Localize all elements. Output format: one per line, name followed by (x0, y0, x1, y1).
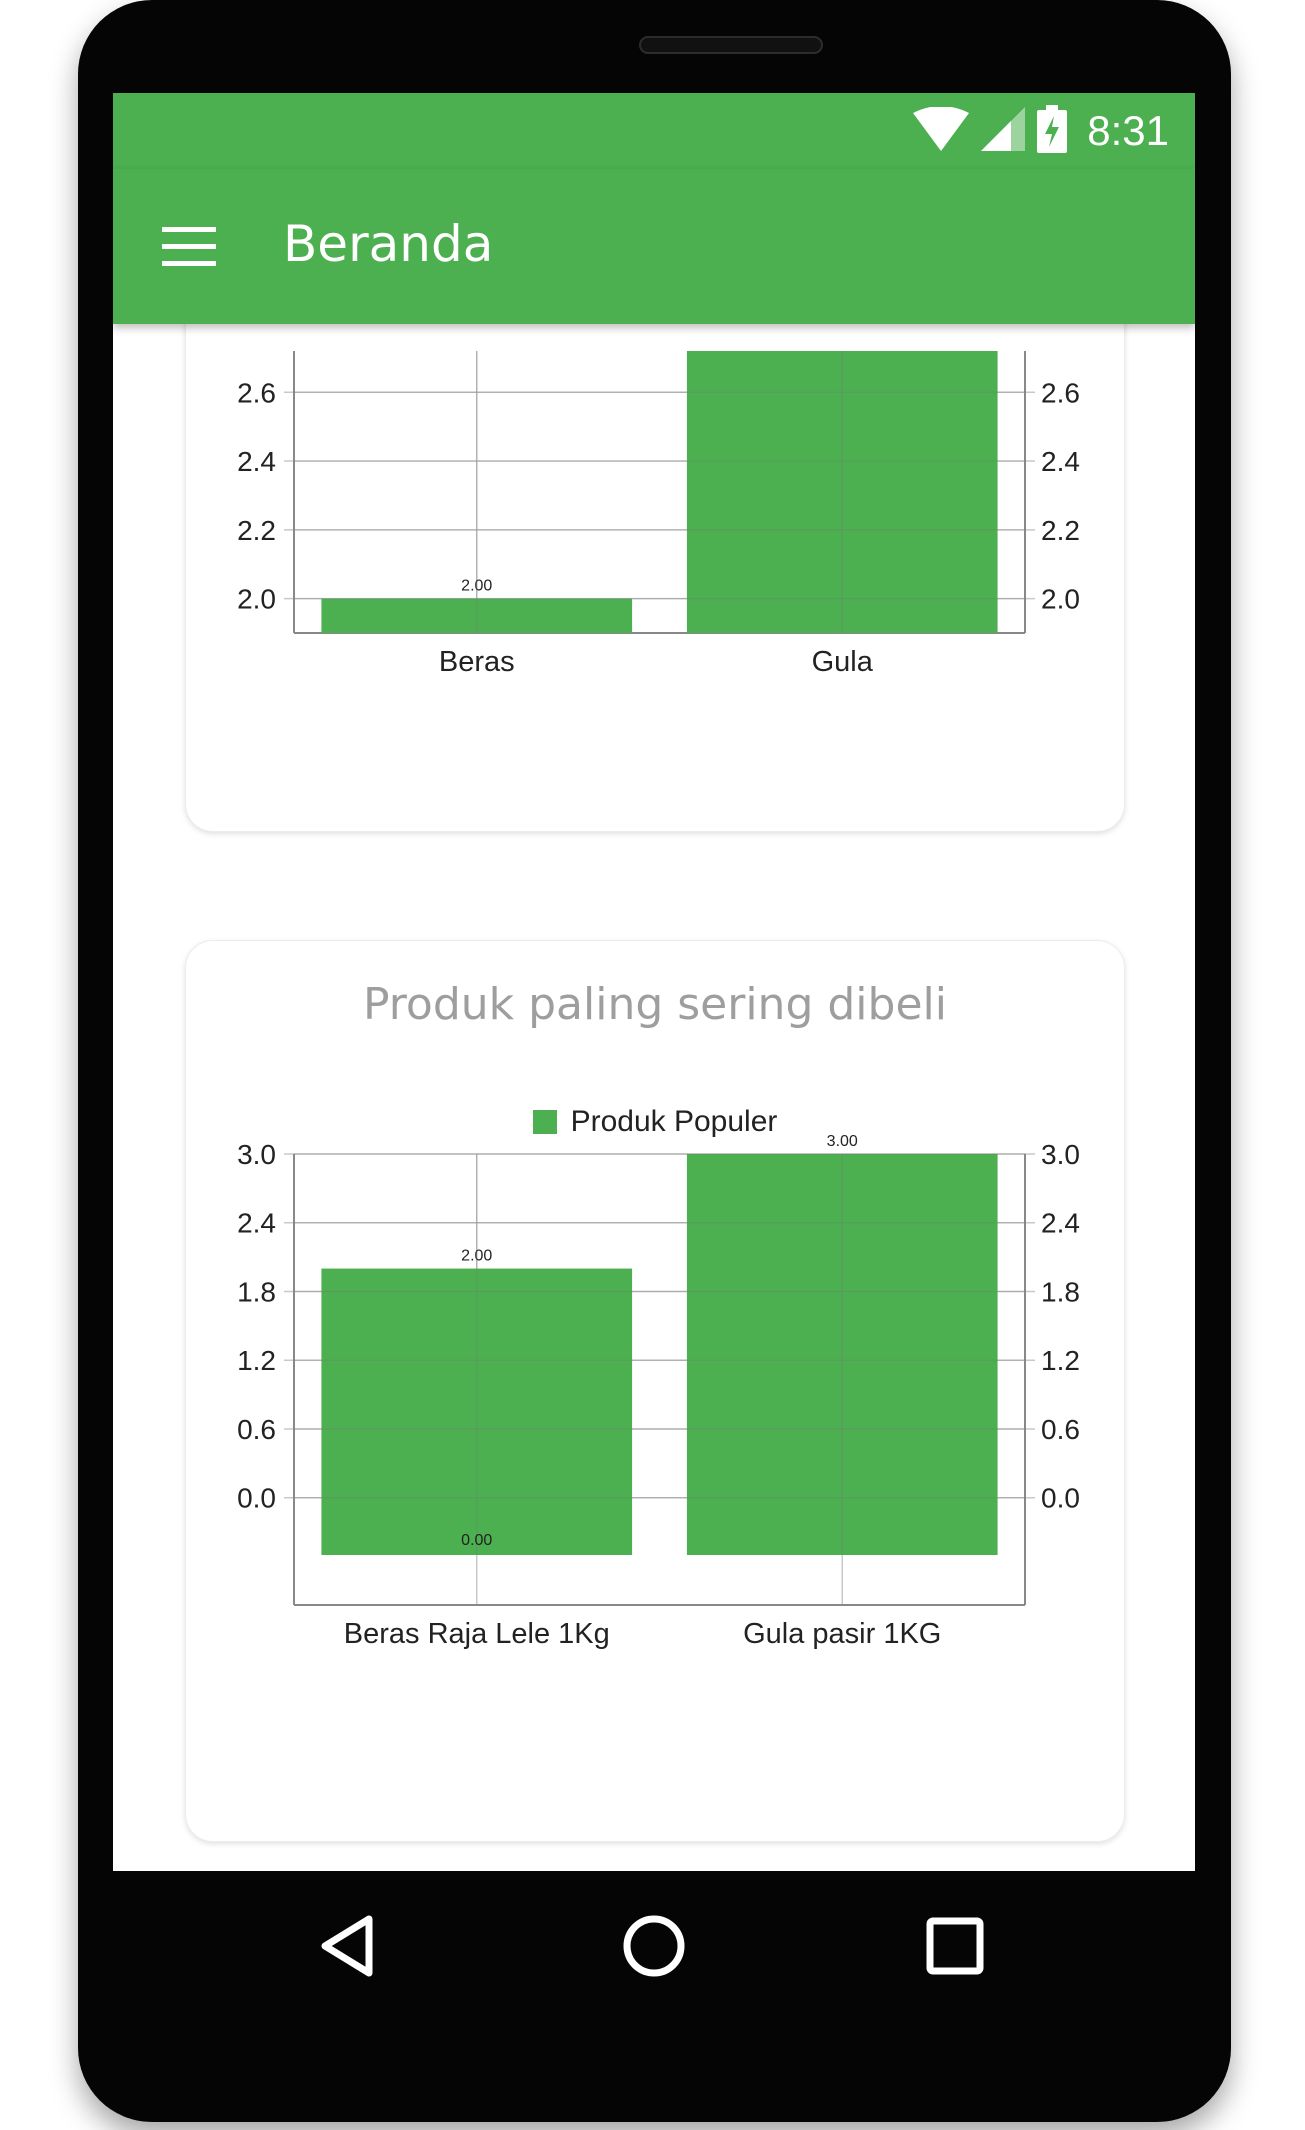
y-tick-label-right: 2.4 (1041, 1208, 1080, 1239)
x-tick-label: Gula (812, 646, 874, 678)
battery-charging-icon (1037, 104, 1068, 158)
recents-icon (926, 1917, 984, 1975)
y-tick-label-left: 2.2 (237, 515, 276, 546)
y-tick-label-right: 2.0 (1041, 584, 1080, 615)
x-tick-label: Gula pasir 1KG (743, 1618, 941, 1650)
bar (321, 1268, 633, 1555)
bar-value-label: 2.00 (461, 578, 492, 595)
y-tick-label-left: 3.0 (237, 1139, 276, 1170)
y-tick-label-left: 1.8 (237, 1276, 276, 1307)
chart-card-1: 2.0 2.0 2.2 2.2 2.4 2.4 2.6 2.6 2.00 Beras Gula (185, 324, 1125, 832)
bar-value-label: 3.00 (827, 1133, 858, 1150)
y-tick-label-right: 0.0 (1041, 1483, 1080, 1514)
bar-chart-popular-products: 0.0 0.0 0.6 0.6 1.2 1.2 1.8 1.8 2.4 2.4 3.0 3.0 2.00… (237, 1133, 1080, 1650)
back-icon (321, 1915, 373, 1977)
home-icon (623, 1915, 685, 1977)
y-tick-label-right: 0.6 (1041, 1414, 1080, 1445)
x-tick-label: Beras Raja Lele 1Kg (344, 1618, 610, 1650)
y-tick-label-right: 3.0 (1041, 1139, 1080, 1170)
signal-icon (981, 106, 1026, 156)
status-icons: 8:31 (913, 103, 1169, 159)
app-bar: Beranda (113, 169, 1195, 324)
bar (686, 1154, 998, 1555)
screen: 8:31 Beranda 2.0 2.0 2.2 2.2 2.4 2.4 2.6 2.6 2.0… (113, 93, 1195, 1871)
y-tick-label-left: 1.2 (237, 1345, 276, 1376)
y-tick-label-left: 2.4 (237, 1208, 276, 1239)
y-tick-label-left: 2.6 (237, 377, 276, 408)
status-bar: 8:31 (113, 93, 1195, 169)
y-tick-label-left: 0.6 (237, 1414, 276, 1445)
back-button[interactable] (292, 1891, 402, 2001)
y-tick-label-left: 0.0 (237, 1483, 276, 1514)
bar-value-label: 0.00 (461, 1532, 492, 1549)
menu-button[interactable] (161, 219, 217, 275)
bar (321, 598, 633, 633)
wifi-icon (913, 105, 970, 156)
x-tick-label: Beras (439, 646, 515, 678)
y-tick-label-right: 2.6 (1041, 377, 1080, 408)
status-time: 8:31 (1087, 107, 1169, 154)
navigation-bar (113, 1871, 1195, 2021)
bar-value-label: 2.00 (461, 1248, 492, 1265)
y-tick-label-left: 2.0 (237, 584, 276, 615)
menu-icon (162, 227, 216, 266)
y-tick-label-right: 2.4 (1041, 446, 1080, 477)
home-button[interactable] (599, 1891, 709, 2001)
dashboard-content[interactable]: 2.0 2.0 2.2 2.2 2.4 2.4 2.6 2.6 2.00 Beras Gula Pr… (113, 324, 1195, 1871)
y-tick-label-right: 2.2 (1041, 515, 1080, 546)
chart-legend: Produk Populer (186, 1105, 1124, 1139)
y-tick-label-right: 1.2 (1041, 1345, 1080, 1376)
bar (686, 351, 998, 633)
y-tick-label-right: 1.8 (1041, 1276, 1080, 1307)
chart-card-popular-products: Produk paling sering dibeli Produk Popul… (185, 940, 1125, 1842)
legend-label: Produk Populer (570, 1105, 778, 1138)
page-title: Beranda (283, 215, 494, 273)
recents-button[interactable] (900, 1891, 1010, 2001)
speaker-grille (639, 36, 823, 54)
y-tick-label-left: 2.4 (237, 446, 276, 477)
card-title: Produk paling sering dibeli (363, 979, 947, 1030)
legend-swatch (532, 1110, 557, 1134)
bar-chart-1: 2.0 2.0 2.2 2.2 2.4 2.4 2.6 2.6 2.00 Beras Gula (237, 351, 1080, 678)
